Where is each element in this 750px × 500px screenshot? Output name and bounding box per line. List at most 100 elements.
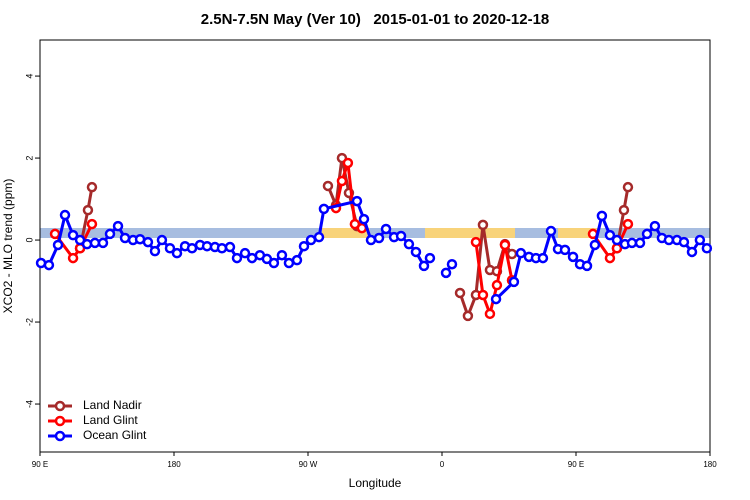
x-tick-label: 90 W bbox=[299, 460, 318, 469]
surface-strip bbox=[40, 228, 710, 238]
x-tick-label: 180 bbox=[167, 460, 181, 469]
data-point bbox=[224, 241, 236, 253]
data-point bbox=[477, 289, 489, 301]
data-point bbox=[622, 181, 634, 193]
legend-label: Ocean Glint bbox=[83, 428, 147, 442]
data-point bbox=[231, 252, 243, 264]
data-point bbox=[49, 228, 61, 240]
data-point bbox=[358, 213, 370, 225]
data-point bbox=[545, 225, 557, 237]
data-point bbox=[119, 232, 131, 244]
data-point bbox=[298, 240, 310, 252]
data-point bbox=[537, 252, 549, 264]
data-point bbox=[491, 279, 503, 291]
data-point bbox=[596, 210, 608, 222]
legend-label: Land Nadir bbox=[83, 398, 142, 412]
data-point bbox=[373, 232, 385, 244]
data-point bbox=[581, 260, 593, 272]
x-tick-label: 90 E bbox=[568, 460, 584, 469]
data-point bbox=[164, 243, 176, 254]
y-tick-label: 2 bbox=[24, 156, 34, 161]
data-point bbox=[641, 228, 653, 240]
y-tick-label: 4 bbox=[24, 74, 34, 79]
data-point bbox=[380, 223, 392, 235]
data-point bbox=[484, 308, 496, 320]
data-point bbox=[567, 251, 579, 263]
data-point bbox=[171, 247, 183, 259]
data-point bbox=[506, 248, 518, 260]
x-tick-label: 90 E bbox=[32, 460, 48, 469]
data-point bbox=[634, 237, 646, 249]
data-point bbox=[268, 257, 280, 269]
data-point bbox=[156, 234, 168, 246]
data-point bbox=[490, 293, 502, 305]
data-point bbox=[678, 236, 690, 248]
data-point bbox=[86, 218, 98, 230]
data-point bbox=[418, 260, 430, 272]
data-point bbox=[701, 243, 713, 254]
legend-marker bbox=[54, 430, 66, 442]
land-strip bbox=[322, 228, 370, 238]
data-point bbox=[403, 238, 415, 250]
data-point bbox=[342, 157, 354, 169]
data-point bbox=[410, 246, 422, 258]
data-point bbox=[97, 237, 109, 249]
data-point bbox=[149, 245, 161, 257]
y-axis-label: XCO2 - MLO trend (ppm) bbox=[1, 179, 15, 314]
data-point bbox=[276, 249, 288, 261]
data-point bbox=[67, 229, 79, 241]
data-point bbox=[499, 239, 511, 251]
y-tick-label: 0 bbox=[24, 238, 34, 243]
data-point bbox=[52, 239, 64, 251]
data-point bbox=[611, 243, 623, 254]
data-point bbox=[508, 276, 520, 288]
data-point bbox=[82, 204, 94, 216]
data-point bbox=[318, 203, 330, 215]
land-strip bbox=[425, 228, 515, 238]
data-point bbox=[59, 209, 71, 221]
data-point bbox=[446, 258, 458, 270]
data-point bbox=[440, 267, 452, 279]
data-point bbox=[322, 180, 334, 192]
data-point bbox=[86, 181, 98, 193]
x-axis-label: Longitude bbox=[349, 476, 402, 490]
land-strip bbox=[558, 228, 598, 238]
data-point bbox=[462, 310, 474, 322]
data-point bbox=[477, 219, 489, 231]
data-point bbox=[611, 234, 623, 246]
data-point bbox=[424, 252, 436, 264]
data-point bbox=[589, 239, 601, 251]
data-point bbox=[351, 195, 363, 207]
chart-title: 2.5N-7.5N May (Ver 10) 2015-01-01 to 202… bbox=[201, 11, 550, 28]
data-point bbox=[618, 204, 630, 216]
data-point bbox=[686, 246, 698, 258]
data-point bbox=[622, 218, 634, 230]
x-tick-label: 180 bbox=[703, 460, 717, 469]
data-point bbox=[454, 287, 466, 299]
y-tick-label: -2 bbox=[24, 318, 34, 326]
data-point bbox=[604, 229, 616, 241]
data-point bbox=[43, 259, 55, 271]
data-point bbox=[694, 234, 706, 246]
data-point bbox=[142, 236, 154, 248]
data-point bbox=[649, 220, 661, 232]
data-point bbox=[604, 252, 616, 264]
data-point bbox=[515, 247, 527, 259]
legend-label: Land Glint bbox=[83, 413, 138, 427]
data-point bbox=[186, 243, 198, 254]
data-point bbox=[336, 175, 348, 187]
data-point bbox=[216, 243, 228, 254]
data-point bbox=[104, 228, 116, 240]
x-tick-label: 0 bbox=[440, 460, 445, 469]
data-point bbox=[112, 220, 124, 232]
data-point bbox=[395, 230, 407, 242]
data-point bbox=[239, 247, 251, 259]
data-point bbox=[559, 244, 571, 256]
data-point bbox=[67, 252, 79, 264]
legend-marker bbox=[54, 415, 66, 427]
ocean-strip bbox=[40, 228, 710, 238]
data-point bbox=[291, 254, 303, 266]
data-point bbox=[313, 231, 325, 243]
